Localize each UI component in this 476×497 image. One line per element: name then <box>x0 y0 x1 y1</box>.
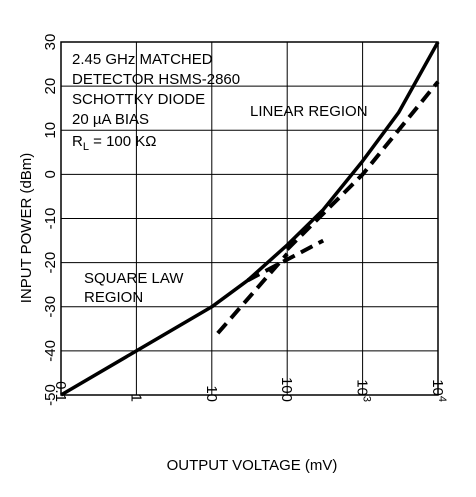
dashed-line-3 <box>285 80 440 251</box>
y-tick-label-1: -40 <box>42 340 59 362</box>
x-tick-label-0: 0.1 <box>52 381 69 402</box>
y-axis-label: INPUT POWER (dBm) <box>18 153 35 304</box>
info-line-2: DETECTOR HSMS-2860 <box>72 71 240 88</box>
x-tick-base-5: 10 <box>429 379 446 396</box>
dashed-line-2 <box>216 252 289 335</box>
square-law-label-line-1: SQUARE LAW <box>84 270 184 287</box>
x-tick-label-4: 103 <box>354 379 373 402</box>
x-tick-base-3: 100 <box>278 377 295 402</box>
y-tick-labels: -50 -40 -30 -20 -10 0 10 20 30 <box>42 34 59 406</box>
x-tick-label-1: 1 <box>127 394 144 402</box>
x-axis-label: OUTPUT VOLTAGE (mV) <box>167 457 338 474</box>
y-tick-label-4: -10 <box>42 208 59 230</box>
series-layer <box>60 41 440 397</box>
x-tick-label-2: 10 <box>203 385 220 402</box>
info-line-4: 20 µA BIAS <box>72 111 149 128</box>
y-tick-label-7: 20 <box>42 78 59 95</box>
dashed-line-1 <box>246 238 325 283</box>
x-tick-base-2: 10 <box>203 385 220 402</box>
x-tick-label-5: 104 <box>429 379 448 402</box>
x-tick-base-0: 0.1 <box>52 381 69 402</box>
info-box: 2.45 GHz MATCHED DETECTOR HSMS-2860 SCHO… <box>72 51 240 153</box>
info-line-1: 2.45 GHz MATCHED <box>72 51 213 68</box>
load-resistance: RL = 100 KΩ <box>72 133 156 153</box>
load-subscript: L <box>83 141 89 153</box>
info-line-3: SCHOTTKY DIODE <box>72 91 205 108</box>
plot-frame <box>60 41 439 396</box>
x-tick-exponent-5: 4 <box>436 396 448 402</box>
y-tick-label-2: -30 <box>42 296 59 318</box>
y-tick-label-3: -20 <box>42 252 59 274</box>
load-prefix: R <box>72 133 83 150</box>
load-value: = 100 KΩ <box>89 133 157 150</box>
y-tick-label-0: -50 <box>42 384 59 406</box>
linear-region-label: LINEAR REGION <box>250 103 368 120</box>
x-tick-label-3: 100 <box>278 377 295 402</box>
x-tick-base-1: 1 <box>127 394 144 402</box>
square-law-label-line-2: REGION <box>84 289 143 306</box>
solid-line-0 <box>60 41 440 397</box>
x-tick-base-4: 10 <box>354 379 371 396</box>
y-tick-label-6: 10 <box>42 122 59 139</box>
y-tick-label-8: 30 <box>42 34 59 51</box>
x-tick-exponent-4: 3 <box>361 396 373 402</box>
y-tick-label-5: 0 <box>42 170 59 178</box>
